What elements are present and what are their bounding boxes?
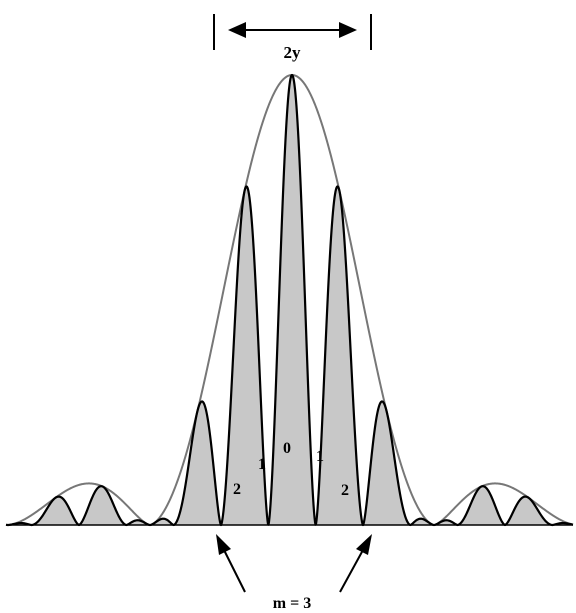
fringe-intensity-curve [5, 73, 574, 527]
width-arrow-right-head [339, 22, 357, 38]
central-width-marker: 2y [213, 14, 372, 62]
order-label-first-right: 1 [316, 448, 324, 465]
order-label-second-right: 2 [341, 482, 349, 499]
missing-order-arrow-right-head [356, 534, 372, 555]
missing-order-label: m = 3 [273, 595, 311, 612]
missing-order-arrows [216, 534, 372, 593]
order-label-center: 0 [283, 440, 291, 457]
missing-order-arrow-left-shaft [223, 549, 246, 593]
width-label: 2y [284, 43, 302, 62]
width-arrow-left-head [228, 22, 246, 38]
fringe-intensity-fill [6, 75, 573, 525]
missing-order-arrow-right-shaft [339, 549, 364, 593]
order-label-second-left: 2 [233, 481, 241, 498]
missing-order-arrow-left-head [216, 534, 231, 555]
order-label-first-left: 1 [258, 456, 266, 473]
